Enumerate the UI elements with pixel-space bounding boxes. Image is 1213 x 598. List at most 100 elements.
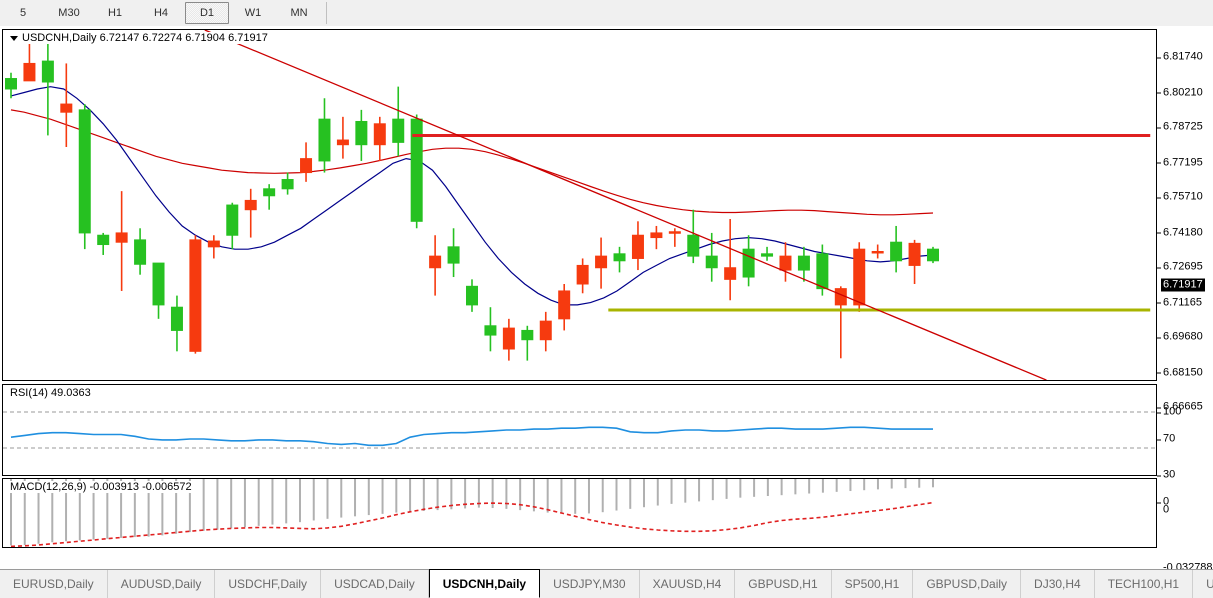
candle-body <box>539 320 552 341</box>
candle-body <box>355 120 368 146</box>
candle-body <box>668 231 681 234</box>
ma-fast-line <box>10 86 934 306</box>
ma-slow-line <box>10 109 934 216</box>
candle-body <box>392 118 405 143</box>
candle-body <box>23 62 36 82</box>
macd-tick: -0.032788 <box>1163 561 1213 574</box>
candle-body <box>300 158 313 174</box>
candle-body <box>595 255 608 269</box>
chart-tab-sp500-h1[interactable]: SP500,H1 <box>832 570 914 598</box>
candle-body <box>871 250 884 254</box>
timeframe-button-h1[interactable]: H1 <box>107 7 123 19</box>
collapse-caret-icon[interactable] <box>10 35 18 41</box>
candle-body <box>244 199 257 211</box>
chart-tab-bar: EURUSD,Daily AUDUSD,Daily USDCHF,Daily USDC… <box>0 569 1213 598</box>
price-tick: 6.75710 <box>1157 190 1203 203</box>
candle-body <box>134 239 147 265</box>
candle-body <box>853 248 866 306</box>
candle-body <box>373 123 386 146</box>
price-tick: 6.71165 <box>1157 296 1202 309</box>
candle-body <box>152 262 165 306</box>
chart-tab-dj30-h4[interactable]: DJ30,H4 <box>1021 570 1095 598</box>
timeframe-button-mn[interactable]: MN <box>290 7 308 19</box>
candle-body <box>78 109 91 234</box>
candle-body <box>816 253 829 290</box>
timeframe-button-h4[interactable]: H4 <box>153 7 169 19</box>
candle-body <box>927 248 939 262</box>
candle-body <box>263 188 276 197</box>
chart-tab-eurusd-daily[interactable]: EURUSD,Daily <box>0 570 108 598</box>
candle-body <box>908 242 921 266</box>
price-tick: 6.69680 <box>1157 330 1203 343</box>
macd-scale: 0 -0.032788 <box>1157 504 1213 574</box>
price-tick: 6.68150 <box>1157 366 1203 379</box>
candle-body <box>502 327 515 350</box>
candle-body <box>466 285 478 306</box>
timeframe-button-5[interactable]: 5 <box>19 7 27 19</box>
timeframe-button-d1[interactable]: D1 <box>185 2 229 24</box>
rsi-indicator-panel[interactable]: RSI(14) 49.0363 <box>2 384 1157 476</box>
candle-body <box>170 306 183 331</box>
price-tick: 6.74180 <box>1157 226 1203 239</box>
candle-body <box>5 78 17 90</box>
chart-tab-usdchf-daily[interactable]: USDCHF,Daily <box>215 570 322 598</box>
rsi-tick: 70 <box>1156 432 1176 445</box>
chart-tab-tech100-h1[interactable]: TECH100,H1 <box>1095 570 1194 598</box>
price-tick: 6.77195 <box>1157 156 1203 169</box>
price-candles-svg <box>5 30 1151 380</box>
chart-tab-usdjpy-m30[interactable]: USDJPY,M30 <box>540 570 640 598</box>
price-scale[interactable]: 6.81740 6.80210 6.78725 6.77195 6.75710 6.741… <box>1157 51 1213 412</box>
chart-tab-usdcad-daily[interactable]: USDCAD,Daily <box>321 570 429 598</box>
price-tick: 6.78725 <box>1157 120 1203 133</box>
candle-body <box>447 246 460 264</box>
candle-body <box>761 253 774 257</box>
macd-plot[interactable] <box>3 479 1156 547</box>
price-tick: 6.66665 <box>1157 400 1203 413</box>
candle-body <box>687 234 700 257</box>
macd-panel-label: MACD(12,26,9) -0.003913 -0.006572 <box>8 481 194 493</box>
chart-area: USDCNH,Daily 6.72147 6.72274 6.71904 6.7… <box>0 26 1213 594</box>
candle-body <box>558 290 571 320</box>
candle-body <box>336 139 349 146</box>
candle-body <box>60 103 73 113</box>
candle-body <box>115 232 128 243</box>
candle-body <box>724 267 737 280</box>
candle-body <box>207 240 220 248</box>
chart-tab-uko[interactable]: UKO <box>1193 570 1213 598</box>
candle-body <box>318 118 331 162</box>
candle-body <box>226 204 239 236</box>
candle-body <box>779 255 792 271</box>
rsi-tick: 100 <box>1156 405 1182 418</box>
timeframe-button-m30[interactable]: M30 <box>58 7 80 19</box>
rsi-line <box>10 426 933 447</box>
rsi-plot[interactable] <box>3 385 1156 475</box>
chart-tab-gbpusd-daily[interactable]: GBPUSD,Daily <box>913 570 1022 598</box>
macd-tick: 0 <box>1163 503 1170 516</box>
candle-body <box>429 255 442 269</box>
candle-body <box>189 239 202 352</box>
candle-body <box>410 118 423 222</box>
chart-tab-xauusd-h4[interactable]: XAUUSD,H4 <box>640 570 736 598</box>
candle-body <box>890 241 903 262</box>
price-chart-panel[interactable]: USDCNH,Daily 6.72147 6.72274 6.71904 6.7… <box>2 29 1157 381</box>
macd-signal-line <box>10 501 934 547</box>
candle-body <box>484 325 497 336</box>
rsi-svg <box>3 411 1156 449</box>
timeframe-button-group: 5 M30 H1 H4 D1 W1 MN <box>0 2 327 24</box>
chart-tab-audusd-daily[interactable]: AUDUSD,Daily <box>108 570 216 598</box>
timeframe-button-w1[interactable]: W1 <box>244 7 262 19</box>
macd-indicator-panel[interactable]: MACD(12,26,9) -0.003913 -0.006572 <box>2 478 1157 548</box>
rsi-tick: 30 <box>1156 468 1176 481</box>
rsi-panel-label: RSI(14) 49.0363 <box>8 387 93 399</box>
timeframe-toolbar: 5 M30 H1 H4 D1 W1 MN <box>0 0 1213 27</box>
chart-tab-usdcnh-daily[interactable]: USDCNH,Daily <box>428 569 541 598</box>
chart-tab-gbpusd-h1[interactable]: GBPUSD,H1 <box>735 570 832 598</box>
candle-body <box>97 234 110 246</box>
candle-body <box>41 60 54 83</box>
price-plot[interactable] <box>3 30 1156 380</box>
price-panel-label: USDCNH,Daily 6.72147 6.72274 6.71904 6.7… <box>8 32 270 44</box>
price-panel-label-text: USDCNH,Daily 6.72147 6.72274 6.71904 6.7… <box>22 32 268 44</box>
candle-body <box>281 179 294 190</box>
rsi-tick: 0 <box>1156 495 1170 508</box>
